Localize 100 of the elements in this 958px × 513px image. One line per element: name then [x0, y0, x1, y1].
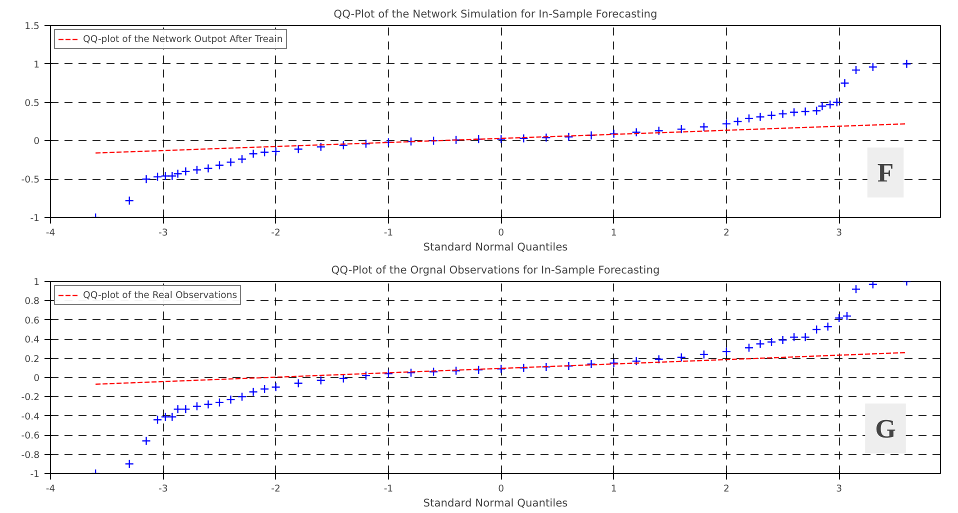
point — [226, 158, 236, 167]
x-tick-label: 2 — [723, 484, 730, 494]
point — [384, 369, 394, 378]
point — [192, 402, 202, 411]
point — [361, 139, 371, 148]
point — [451, 135, 461, 145]
point — [237, 392, 247, 402]
point — [832, 98, 842, 107]
point — [474, 365, 484, 374]
point — [181, 166, 190, 176]
point — [851, 65, 861, 75]
point — [676, 352, 686, 362]
x-tick-label: 3 — [836, 228, 842, 238]
point — [260, 148, 270, 157]
point — [722, 119, 732, 128]
y-tick-label: 0.5 — [24, 98, 40, 109]
x-tick-label: -1 — [384, 484, 394, 494]
chart-title: QQ-Plot of the Network Simulation for In-Sample Forecasting — [334, 8, 658, 20]
x-tick-label: -4 — [46, 484, 56, 494]
point — [338, 374, 348, 384]
point — [160, 412, 170, 422]
point — [868, 282, 878, 289]
point — [789, 108, 799, 117]
point — [699, 122, 709, 132]
point — [160, 171, 170, 181]
point — [825, 100, 835, 110]
x-tick-label: 0 — [498, 228, 504, 238]
x-tick-label: -2 — [271, 484, 280, 494]
point — [744, 343, 754, 352]
point — [152, 415, 162, 424]
x-tick-label: -3 — [158, 228, 168, 238]
y-tick-label: 1 — [34, 59, 40, 70]
point — [676, 124, 686, 134]
point — [542, 133, 551, 142]
point — [214, 398, 224, 408]
point — [834, 313, 844, 323]
point — [632, 356, 641, 366]
point — [361, 370, 371, 380]
point — [756, 339, 765, 348]
point — [812, 324, 822, 334]
legend-label: QQ-plot of the Network Outpot After Treain — [83, 33, 283, 45]
point — [766, 110, 776, 120]
legend-label: QQ-plot of the Real Observations — [83, 289, 238, 301]
y-tick-label: -0.5 — [21, 174, 40, 186]
point — [204, 400, 213, 409]
x-tick-label: -2 — [271, 228, 280, 238]
x-tick-label: -3 — [158, 484, 168, 494]
point — [237, 154, 247, 164]
x-tick-label: -1 — [384, 228, 394, 238]
point — [294, 144, 303, 154]
point — [902, 59, 912, 68]
y-tick-label: 1.5 — [24, 21, 40, 32]
point — [842, 311, 852, 321]
point — [519, 134, 528, 143]
x-tick-label: 3 — [836, 484, 842, 494]
point — [733, 116, 742, 126]
point — [124, 459, 134, 468]
y-tick-label: 1 — [34, 277, 40, 288]
y-tick-label: 0.4 — [24, 334, 40, 346]
point — [271, 382, 280, 392]
point — [248, 387, 258, 396]
point — [428, 136, 438, 146]
point — [496, 364, 506, 374]
point — [722, 346, 732, 356]
point — [142, 174, 151, 184]
point — [142, 436, 151, 446]
y-tick-label: 0 — [34, 136, 40, 148]
point — [586, 359, 596, 369]
y-tick-label: 0 — [34, 373, 40, 384]
point — [840, 78, 850, 88]
point — [204, 164, 213, 173]
point — [609, 129, 618, 138]
point — [428, 367, 438, 376]
point — [699, 350, 709, 360]
point — [173, 404, 182, 414]
point — [260, 384, 270, 394]
point — [756, 112, 765, 122]
point — [271, 146, 280, 156]
point — [248, 149, 258, 158]
point — [214, 160, 224, 170]
point — [654, 126, 664, 136]
y-tick-label: -0.2 — [21, 392, 40, 404]
y-tick-label: 0.2 — [24, 354, 40, 365]
annotation: F — [877, 158, 894, 188]
point — [451, 366, 461, 376]
point — [542, 362, 551, 372]
y-tick-label: -1 — [30, 469, 40, 480]
point — [789, 332, 799, 342]
y-tick-label: -1 — [30, 213, 40, 224]
point — [868, 62, 878, 72]
point — [192, 165, 202, 174]
point — [766, 337, 776, 347]
point — [632, 128, 641, 137]
point — [800, 106, 810, 116]
point — [744, 114, 754, 124]
x-tick-label: 1 — [610, 228, 617, 238]
x-tick-label: -4 — [46, 228, 56, 238]
point — [384, 138, 394, 147]
point — [181, 404, 190, 414]
y-tick-label: 0.6 — [24, 315, 40, 326]
